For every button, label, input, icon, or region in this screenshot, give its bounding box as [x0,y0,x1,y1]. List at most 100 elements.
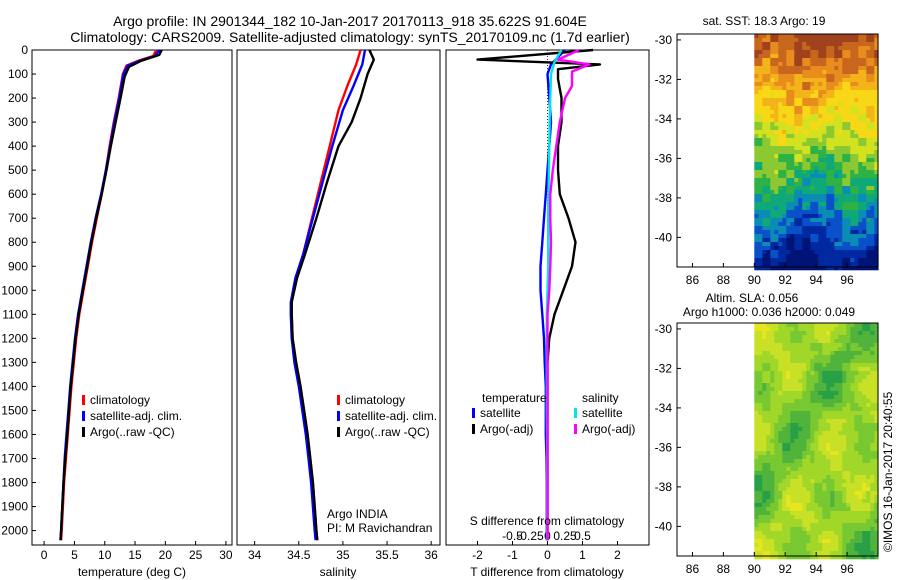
map-cell [826,70,831,75]
map-cell [814,323,819,328]
map-cell [826,110,831,115]
map-cell [842,367,847,372]
map-cell [794,395,799,400]
map-cell [770,238,775,243]
map-cell [790,210,795,215]
map-cell [842,62,847,67]
map-cell [826,102,831,107]
map-cell [798,451,803,456]
map-cell [802,182,807,187]
map-cell [754,154,759,159]
map-cell [822,66,827,71]
map-cell [830,343,835,348]
map-cell [818,495,823,500]
map-cell [846,222,851,227]
map-cell [854,186,859,191]
map-cell [834,511,839,516]
map-cell [786,487,791,492]
map-cell [810,375,815,380]
map-cell [818,423,823,428]
map-cell [854,238,859,243]
map-cell [770,519,775,524]
map-cell [814,86,819,91]
map-cell [850,102,855,107]
map-cell [782,411,787,416]
map-cell [794,391,799,396]
map-cell [846,250,851,255]
map-cell [846,455,851,460]
map-cell [822,194,827,199]
map-cell [754,86,759,91]
map-cell [798,62,803,67]
map-cell [854,42,859,47]
map-cell [814,246,819,251]
map-cell [766,531,771,536]
map-cell [858,399,863,404]
map-cell [858,379,863,384]
map-cell [874,126,879,131]
map-cell [866,375,871,380]
map-cell [802,38,807,43]
map-cell [766,138,771,143]
map-cell [758,34,763,39]
map-cell [806,38,811,43]
map-cell [770,435,775,440]
map-cell [762,347,767,352]
map-cell [766,218,771,223]
map-cell [870,555,875,560]
map-cell [854,531,859,536]
map-cell [770,371,775,376]
map-cell [770,539,775,544]
map-cell [766,403,771,408]
map-cell [874,130,879,135]
map-cell [834,359,839,364]
map-cell [754,46,759,51]
map-cell [766,98,771,103]
map-cell [818,54,823,59]
map-cell [850,351,855,356]
map-cell [826,351,831,356]
map-cell [778,266,783,271]
map-cell [762,154,767,159]
map-cell [814,419,819,424]
map-cell [862,162,867,167]
map-cell [778,363,783,368]
map-cell [754,114,759,119]
map-cell [838,471,843,476]
map-cell [774,455,779,460]
map-cell [854,487,859,492]
map-cell [766,479,771,484]
map-x-tick-label: 92 [779,562,793,576]
map-cell [830,258,835,263]
map-cell [810,519,815,524]
map-cell [818,379,823,384]
map-cell [838,323,843,328]
map-cell [774,467,779,472]
map-cell [854,447,859,452]
map-cell [862,327,867,332]
map-cell [854,234,859,239]
map-cell [830,463,835,468]
map-cell [762,435,767,440]
map-cell [842,226,847,231]
map-cell [802,50,807,55]
map-cell [870,102,875,107]
map-cell [850,94,855,99]
legend-entry: Argo(..raw -QC) [345,425,430,439]
map-cell [802,343,807,348]
map-cell [810,130,815,135]
map-cell [810,527,815,532]
map-cell [830,74,835,79]
map-cell [826,90,831,95]
map-cell [830,250,835,255]
map-cell [774,230,779,235]
map-cell [754,375,759,380]
map-cell [754,106,759,111]
t-difference-xlabel: T difference from climatology [470,565,624,579]
map-cell [754,511,759,516]
map-cell [838,459,843,464]
map-cell [826,54,831,59]
map-cell [770,491,775,496]
map-cell [790,327,795,332]
map-cell [842,435,847,440]
